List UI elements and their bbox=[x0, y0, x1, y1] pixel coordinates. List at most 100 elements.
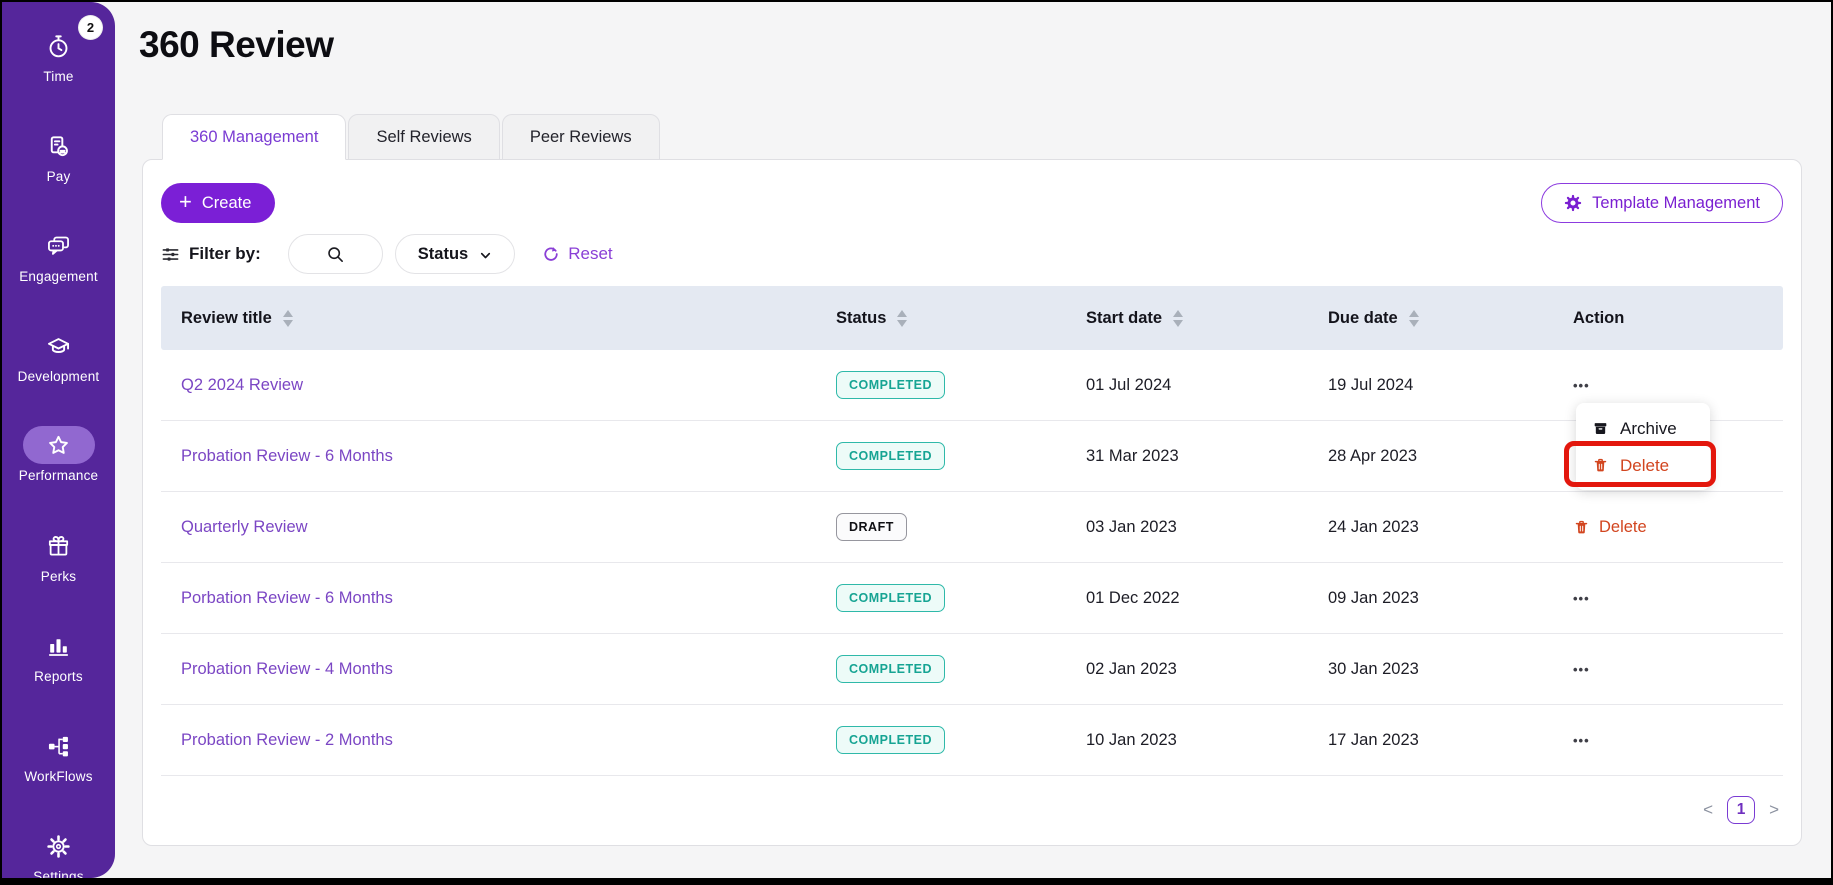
sidebar-item-pay[interactable]: Pay bbox=[2, 133, 115, 184]
tab-bar: 360 Management Self Reviews Peer Reviews bbox=[162, 114, 662, 160]
due-date-cell: 24 Jan 2023 bbox=[1328, 517, 1419, 536]
column-header-status: Status bbox=[816, 309, 1066, 328]
status-badge: COMPLETED bbox=[836, 726, 945, 754]
sort-arrows-icon[interactable] bbox=[1408, 309, 1419, 327]
status-filter-select[interactable]: Status bbox=[394, 234, 516, 274]
sidebar-item-settings[interactable]: Settings bbox=[2, 833, 115, 884]
start-date-cell: 10 Jan 2023 bbox=[1086, 730, 1177, 749]
status-badge: COMPLETED bbox=[836, 655, 945, 683]
bar-chart-icon bbox=[45, 633, 72, 660]
chevron-down-icon bbox=[479, 248, 492, 261]
sidebar-item-label: Engagement bbox=[19, 269, 98, 284]
status-badge: COMPLETED bbox=[836, 371, 945, 399]
table-row: Probation Review - 6 Months COMPLETED 31… bbox=[161, 421, 1783, 492]
sidebar-item-label: Pay bbox=[46, 169, 71, 184]
archive-icon bbox=[1592, 420, 1609, 437]
workflow-icon bbox=[45, 733, 72, 760]
trash-icon bbox=[1573, 519, 1590, 536]
due-date-cell: 09 Jan 2023 bbox=[1328, 588, 1419, 607]
filter-by-label: Filter by: bbox=[161, 244, 261, 264]
row-actions-context-menu: Archive Delete bbox=[1576, 403, 1710, 490]
gear-icon bbox=[45, 833, 72, 860]
active-item-pill bbox=[22, 426, 95, 464]
due-date-cell: 19 Jul 2024 bbox=[1328, 375, 1414, 394]
column-header-start-date: Start date bbox=[1066, 309, 1308, 328]
due-date-cell: 30 Jan 2023 bbox=[1328, 659, 1419, 678]
column-header-due-date: Due date bbox=[1308, 309, 1553, 328]
start-date-cell: 03 Jan 2023 bbox=[1086, 517, 1177, 536]
star-icon bbox=[45, 432, 72, 459]
search-input[interactable] bbox=[287, 234, 383, 274]
sidebar-item-development[interactable]: Development bbox=[2, 333, 115, 384]
start-date-cell: 01 Jul 2024 bbox=[1086, 375, 1172, 394]
tab-360-management[interactable]: 360 Management bbox=[162, 114, 347, 160]
column-header-review-title: Review title bbox=[161, 309, 816, 328]
sort-arrows-icon[interactable] bbox=[282, 309, 293, 327]
gift-icon bbox=[45, 533, 72, 560]
sidebar-item-perks[interactable]: Perks bbox=[2, 533, 115, 584]
context-menu-delete[interactable]: Delete bbox=[1576, 447, 1710, 484]
reviews-table: Review title Status Start date Due date bbox=[161, 286, 1783, 776]
review-title-link[interactable]: Probation Review - 4 Months bbox=[181, 659, 393, 678]
reset-filters-button[interactable]: Reset bbox=[542, 244, 613, 264]
row-actions-menu-button[interactable]: ••• bbox=[1573, 377, 1590, 393]
tab-peer-reviews[interactable]: Peer Reviews bbox=[501, 114, 660, 160]
status-badge: DRAFT bbox=[836, 513, 907, 541]
sidebar-item-label: WorkFlows bbox=[24, 769, 93, 784]
sidebar-item-workflows[interactable]: WorkFlows bbox=[2, 733, 115, 784]
start-date-cell: 31 Mar 2023 bbox=[1086, 446, 1179, 465]
due-date-cell: 28 Apr 2023 bbox=[1328, 446, 1417, 465]
sidebar-item-label: Settings bbox=[33, 869, 84, 884]
sidebar-item-engagement[interactable]: Engagement bbox=[2, 233, 115, 284]
sidebar-item-label: Perks bbox=[40, 569, 77, 584]
row-actions-menu-button[interactable]: ••• bbox=[1573, 732, 1590, 748]
review-title-link[interactable]: Probation Review - 2 Months bbox=[181, 730, 393, 749]
template-management-button[interactable]: Template Management bbox=[1541, 183, 1783, 223]
pagination: < 1 > bbox=[161, 776, 1783, 844]
notification-badge: 2 bbox=[79, 16, 102, 39]
reset-icon bbox=[542, 245, 560, 263]
table-row: Porbation Review - 6 Months COMPLETED 01… bbox=[161, 563, 1783, 634]
review-title-link[interactable]: Probation Review - 6 Months bbox=[181, 446, 393, 465]
row-actions-menu-button[interactable]: ••• bbox=[1573, 590, 1590, 606]
delete-row-button[interactable]: Delete bbox=[1573, 518, 1783, 537]
sliders-icon bbox=[161, 245, 180, 264]
sort-arrows-icon[interactable] bbox=[1173, 309, 1184, 327]
pagination-page-1[interactable]: 1 bbox=[1727, 796, 1756, 824]
trash-icon bbox=[1592, 457, 1609, 474]
sidebar-item-label: Performance bbox=[18, 468, 99, 483]
tab-self-reviews[interactable]: Self Reviews bbox=[348, 114, 500, 160]
table-row: Probation Review - 2 Months COMPLETED 10… bbox=[161, 705, 1783, 776]
pagination-next-button[interactable]: > bbox=[1769, 800, 1779, 819]
sort-arrows-icon[interactable] bbox=[897, 309, 908, 327]
column-header-action: Action bbox=[1573, 308, 1625, 327]
start-date-cell: 02 Jan 2023 bbox=[1086, 659, 1177, 678]
filter-bar: Filter by: Status bbox=[161, 234, 1783, 274]
create-button[interactable]: + Create bbox=[161, 183, 276, 223]
table-row: Quarterly Review DRAFT 03 Jan 2023 24 Ja… bbox=[161, 492, 1783, 563]
status-badge: COMPLETED bbox=[836, 442, 945, 470]
table-row: Probation Review - 4 Months COMPLETED 02… bbox=[161, 634, 1783, 705]
review-title-link[interactable]: Porbation Review - 6 Months bbox=[181, 588, 393, 607]
toolbar: + Create bbox=[161, 183, 1783, 223]
tab-panel: + Create bbox=[142, 159, 1802, 846]
context-menu-archive[interactable]: Archive bbox=[1576, 410, 1710, 447]
table-row: Q2 2024 Review COMPLETED 01 Jul 2024 19 … bbox=[161, 350, 1783, 421]
sidebar-item-label: Time bbox=[43, 69, 74, 84]
sidebar-item-performance[interactable]: Performance bbox=[2, 426, 115, 483]
sidebar-item-label: Development bbox=[17, 369, 100, 384]
sidebar-item-reports[interactable]: Reports bbox=[2, 633, 115, 684]
status-badge: COMPLETED bbox=[836, 584, 945, 612]
sidebar: 2 Time Pay bbox=[2, 2, 115, 878]
gear-icon bbox=[1564, 194, 1582, 212]
sidebar-item-time[interactable]: 2 Time bbox=[2, 16, 115, 84]
review-title-link[interactable]: Q2 2024 Review bbox=[181, 375, 303, 394]
table-header-row: Review title Status Start date Due date bbox=[161, 286, 1783, 350]
sidebar-item-label: Reports bbox=[34, 669, 83, 684]
start-date-cell: 01 Dec 2022 bbox=[1086, 588, 1180, 607]
review-title-link[interactable]: Quarterly Review bbox=[181, 517, 308, 536]
stopwatch-icon bbox=[45, 33, 72, 60]
row-actions-menu-button[interactable]: ••• bbox=[1573, 661, 1590, 677]
pagination-prev-button[interactable]: < bbox=[1703, 800, 1714, 819]
